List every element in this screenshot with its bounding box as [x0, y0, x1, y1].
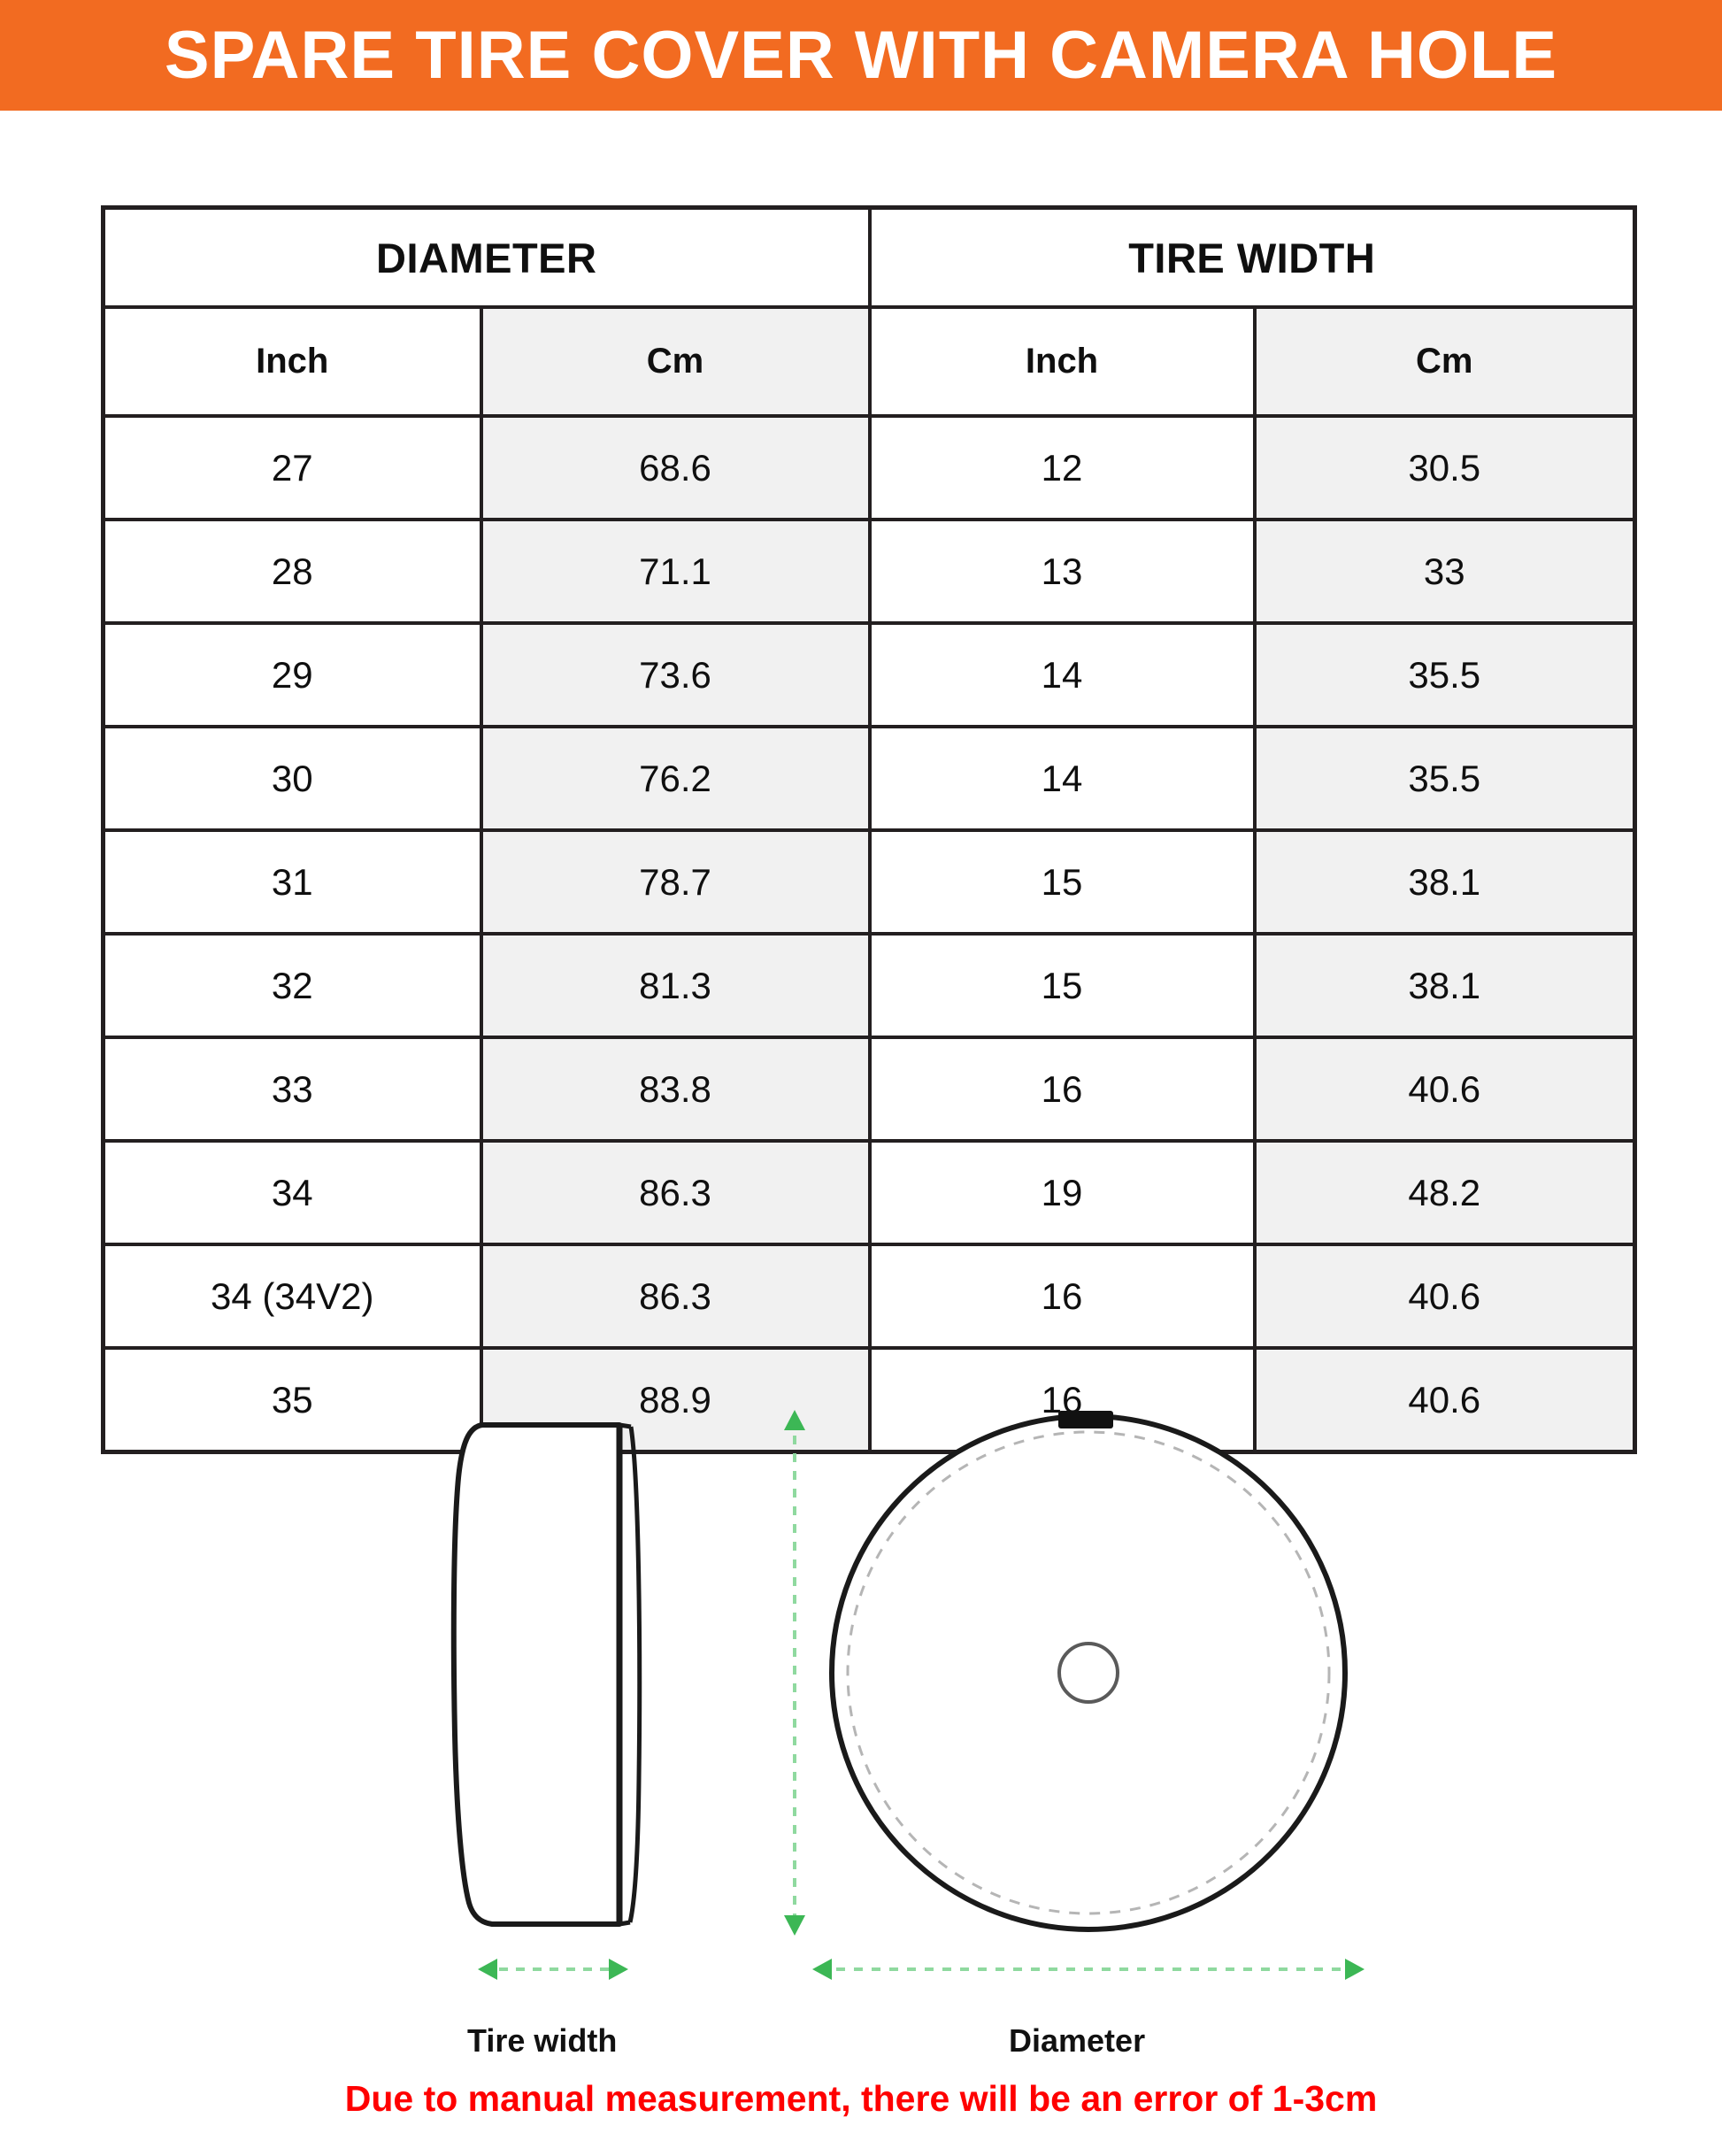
- cell-diameter-inch: 35: [101, 1346, 483, 1454]
- header-banner: SPARE TIRE COVER WITH CAMERA HOLE: [0, 0, 1722, 111]
- cell-width-inch: 15: [867, 932, 1257, 1039]
- column-header-width-inch: Inch: [867, 305, 1257, 418]
- cell-diameter-inch: 27: [101, 414, 483, 521]
- cell-diameter-cm: 68.6: [479, 414, 872, 521]
- cell-diameter-cm: 78.7: [479, 828, 872, 936]
- top-tab: [1058, 1411, 1113, 1428]
- table-body: 27 68.6 12 30.5 28 71.1 13 33 29 73.6 14…: [101, 414, 1637, 1454]
- cell-diameter-cm: 76.2: [479, 725, 872, 832]
- cell-width-inch: 13: [867, 518, 1257, 625]
- cell-diameter-inch: 33: [101, 1036, 483, 1143]
- cell-diameter-cm: 86.3: [479, 1243, 872, 1350]
- cell-width-cm: 40.6: [1252, 1346, 1637, 1454]
- cell-width-inch: 14: [867, 725, 1257, 832]
- group-header-diameter: DIAMETER: [101, 205, 872, 309]
- table-row: 33 83.8 16 40.6: [101, 1036, 1637, 1143]
- label-tire-width: Tire width: [467, 2022, 618, 2059]
- cell-width-cm: 48.2: [1252, 1139, 1637, 1246]
- tire-cover-front-view: [829, 1411, 1348, 1932]
- cell-diameter-inch: 34 (34V2): [101, 1243, 483, 1350]
- cell-diameter-cm: 81.3: [479, 932, 872, 1039]
- label-diameter: Diameter: [1009, 2022, 1146, 2059]
- table-row: 27 68.6 12 30.5: [101, 414, 1637, 521]
- cell-width-inch: 15: [867, 828, 1257, 936]
- cell-diameter-inch: 31: [101, 828, 483, 936]
- size-chart-table: DIAMETER TIRE WIDTH Inch Cm Inch Cm 27 6…: [101, 205, 1638, 1454]
- diameter-horizontal-dimension-arrow: [812, 1959, 1365, 1980]
- cell-width-cm: 38.1: [1252, 828, 1637, 936]
- cell-width-inch: 14: [867, 621, 1257, 728]
- product-dimension-diagram: [0, 1381, 1722, 2080]
- cell-diameter-cm: 71.1: [479, 518, 872, 625]
- cell-diameter-cm: 83.8: [479, 1036, 872, 1143]
- cell-width-cm: 40.6: [1252, 1036, 1637, 1143]
- tire-width-dimension-arrow: [478, 1959, 628, 1980]
- cell-diameter-inch: 34: [101, 1139, 483, 1246]
- cell-width-cm: 35.5: [1252, 725, 1637, 832]
- cell-width-inch: 16: [867, 1036, 1257, 1143]
- cell-width-cm: 33: [1252, 518, 1637, 625]
- diameter-vertical-dimension-arrow: [784, 1410, 805, 1936]
- column-header-diameter-cm: Cm: [479, 305, 872, 418]
- page-title: SPARE TIRE COVER WITH CAMERA HOLE: [164, 17, 1558, 93]
- cell-width-inch: 12: [867, 414, 1257, 521]
- cell-width-cm: 30.5: [1252, 414, 1637, 521]
- table-sub-header-row: Inch Cm Inch Cm: [101, 305, 1637, 418]
- column-header-width-cm: Cm: [1252, 305, 1637, 418]
- cell-diameter-inch: 32: [101, 932, 483, 1039]
- cell-width-cm: 35.5: [1252, 621, 1637, 728]
- cell-width-cm: 38.1: [1252, 932, 1637, 1039]
- table-row: 29 73.6 14 35.5: [101, 621, 1637, 728]
- column-header-diameter-inch: Inch: [101, 305, 483, 418]
- table-row: 30 76.2 14 35.5: [101, 725, 1637, 832]
- cell-diameter-inch: 29: [101, 621, 483, 728]
- tire-cover-side-view: [450, 1422, 642, 1927]
- cell-width-inch: 19: [867, 1139, 1257, 1246]
- table-row: 32 81.3 15 38.1: [101, 932, 1637, 1039]
- cell-diameter-cm: 86.3: [479, 1139, 872, 1246]
- table-row: 34 (34V2) 86.3 16 40.6: [101, 1243, 1637, 1350]
- cell-width-cm: 40.6: [1252, 1243, 1637, 1350]
- size-chart-table-container: DIAMETER TIRE WIDTH Inch Cm Inch Cm 27 6…: [101, 205, 1638, 1454]
- camera-hole: [1057, 1642, 1119, 1704]
- measurement-disclaimer: Due to manual measurement, there will be…: [344, 2078, 1378, 2119]
- cell-diameter-inch: 30: [101, 725, 483, 832]
- table-row: 34 86.3 19 48.2: [101, 1139, 1637, 1246]
- table-row: 28 71.1 13 33: [101, 518, 1637, 625]
- cell-width-inch: 16: [867, 1243, 1257, 1350]
- cell-diameter-cm: 73.6: [479, 621, 872, 728]
- cell-diameter-inch: 28: [101, 518, 483, 625]
- group-header-tire-width: TIRE WIDTH: [867, 205, 1637, 309]
- table-group-header-row: DIAMETER TIRE WIDTH: [101, 205, 1637, 309]
- table-row: 31 78.7 15 38.1: [101, 828, 1637, 936]
